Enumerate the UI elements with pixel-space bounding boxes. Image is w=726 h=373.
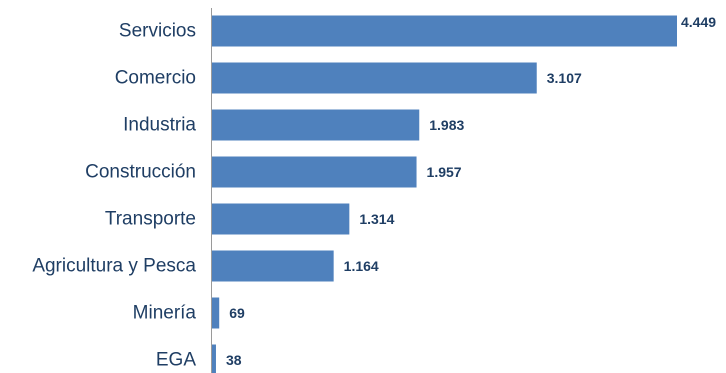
value-label-5: 1.164 <box>344 258 379 274</box>
bar-1 <box>212 62 537 94</box>
category-label-3: Construcción <box>85 162 196 183</box>
value-label-0: 4.449 <box>681 14 716 30</box>
value-label-6: 69 <box>229 305 245 321</box>
bar-3 <box>212 156 417 188</box>
bar-0 <box>212 15 677 47</box>
category-label-6: Minería <box>133 303 197 324</box>
value-label-2: 1.983 <box>429 117 464 133</box>
bar-7 <box>212 344 216 373</box>
bar-2 <box>212 109 420 141</box>
category-label-7: EGA <box>156 350 196 371</box>
bar-4 <box>212 203 350 235</box>
labels-layer: Servicios 4.449 Comercio 3.107 Industria 1.98… <box>32 14 716 371</box>
value-label-7: 38 <box>226 352 242 368</box>
bar-5 <box>212 250 334 282</box>
bars-layer <box>212 15 677 373</box>
category-label-0: Servicios <box>119 21 196 42</box>
bar-6 <box>212 297 220 329</box>
value-label-4: 1.314 <box>359 211 394 227</box>
category-label-5: Agricultura y Pesca <box>32 256 196 277</box>
category-label-2: Industria <box>123 115 196 136</box>
category-label-4: Transporte <box>105 209 196 230</box>
category-label-1: Comercio <box>115 68 196 89</box>
value-label-1: 3.107 <box>547 70 582 86</box>
value-label-3: 1.957 <box>427 164 462 180</box>
